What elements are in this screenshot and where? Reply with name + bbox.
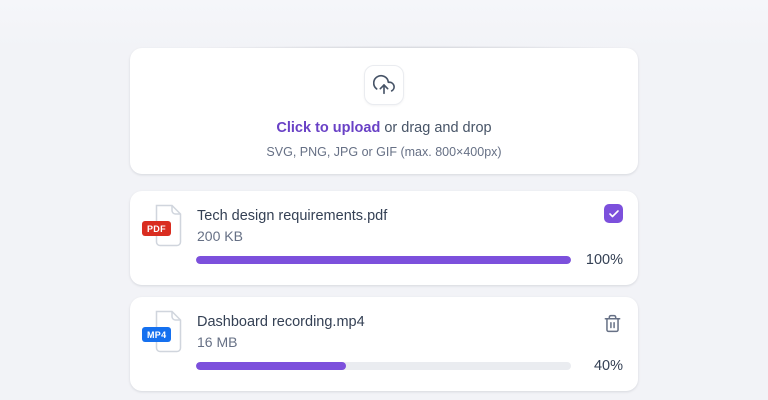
drag-drop-text: or drag and drop — [380, 120, 492, 136]
progress-fill — [196, 256, 571, 264]
progress-percent-label: 40% — [593, 358, 623, 374]
upload-progress: 100% — [196, 252, 623, 268]
progress-percent-label: 100% — [585, 252, 623, 268]
file-checkbox-checked[interactable] — [604, 204, 623, 223]
file-size: 16 MB — [197, 334, 238, 350]
upload-cloud-icon — [373, 74, 395, 96]
mp4-badge: MP4 — [142, 327, 172, 342]
click-to-upload-link[interactable]: Click to upload — [276, 120, 381, 136]
pdf-badge: PDF — [142, 221, 171, 236]
upload-icon-button[interactable] — [364, 65, 404, 105]
upload-dropzone[interactable]: Click to upload or drag and drop SVG, PN… — [130, 48, 638, 174]
pdf-file-icon: PDF — [142, 204, 186, 250]
trash-icon — [603, 313, 622, 334]
file-name: Dashboard recording.mp4 — [197, 314, 365, 330]
file-types-hint: SVG, PNG, JPG or GIF (max. 800×400px) — [266, 145, 502, 159]
upload-progress: 40% — [196, 358, 623, 374]
delete-file-button[interactable] — [603, 313, 622, 334]
file-card-mp4: MP4 Dashboard recording.mp4 16 MB — [130, 297, 638, 391]
dropzone-instruction: Click to upload or drag and drop — [276, 118, 491, 138]
check-icon — [608, 208, 620, 220]
progress-track — [196, 362, 571, 370]
file-size: 200 KB — [197, 228, 243, 244]
progress-fill — [196, 362, 346, 370]
progress-track — [196, 256, 571, 264]
file-name: Tech design requirements.pdf — [197, 208, 388, 224]
mp4-file-icon: MP4 — [142, 310, 186, 356]
file-card-pdf: PDF Tech design requirements.pdf 200 KB … — [130, 191, 638, 285]
